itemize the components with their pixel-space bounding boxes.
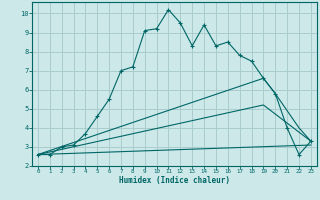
X-axis label: Humidex (Indice chaleur): Humidex (Indice chaleur) xyxy=(119,176,230,185)
